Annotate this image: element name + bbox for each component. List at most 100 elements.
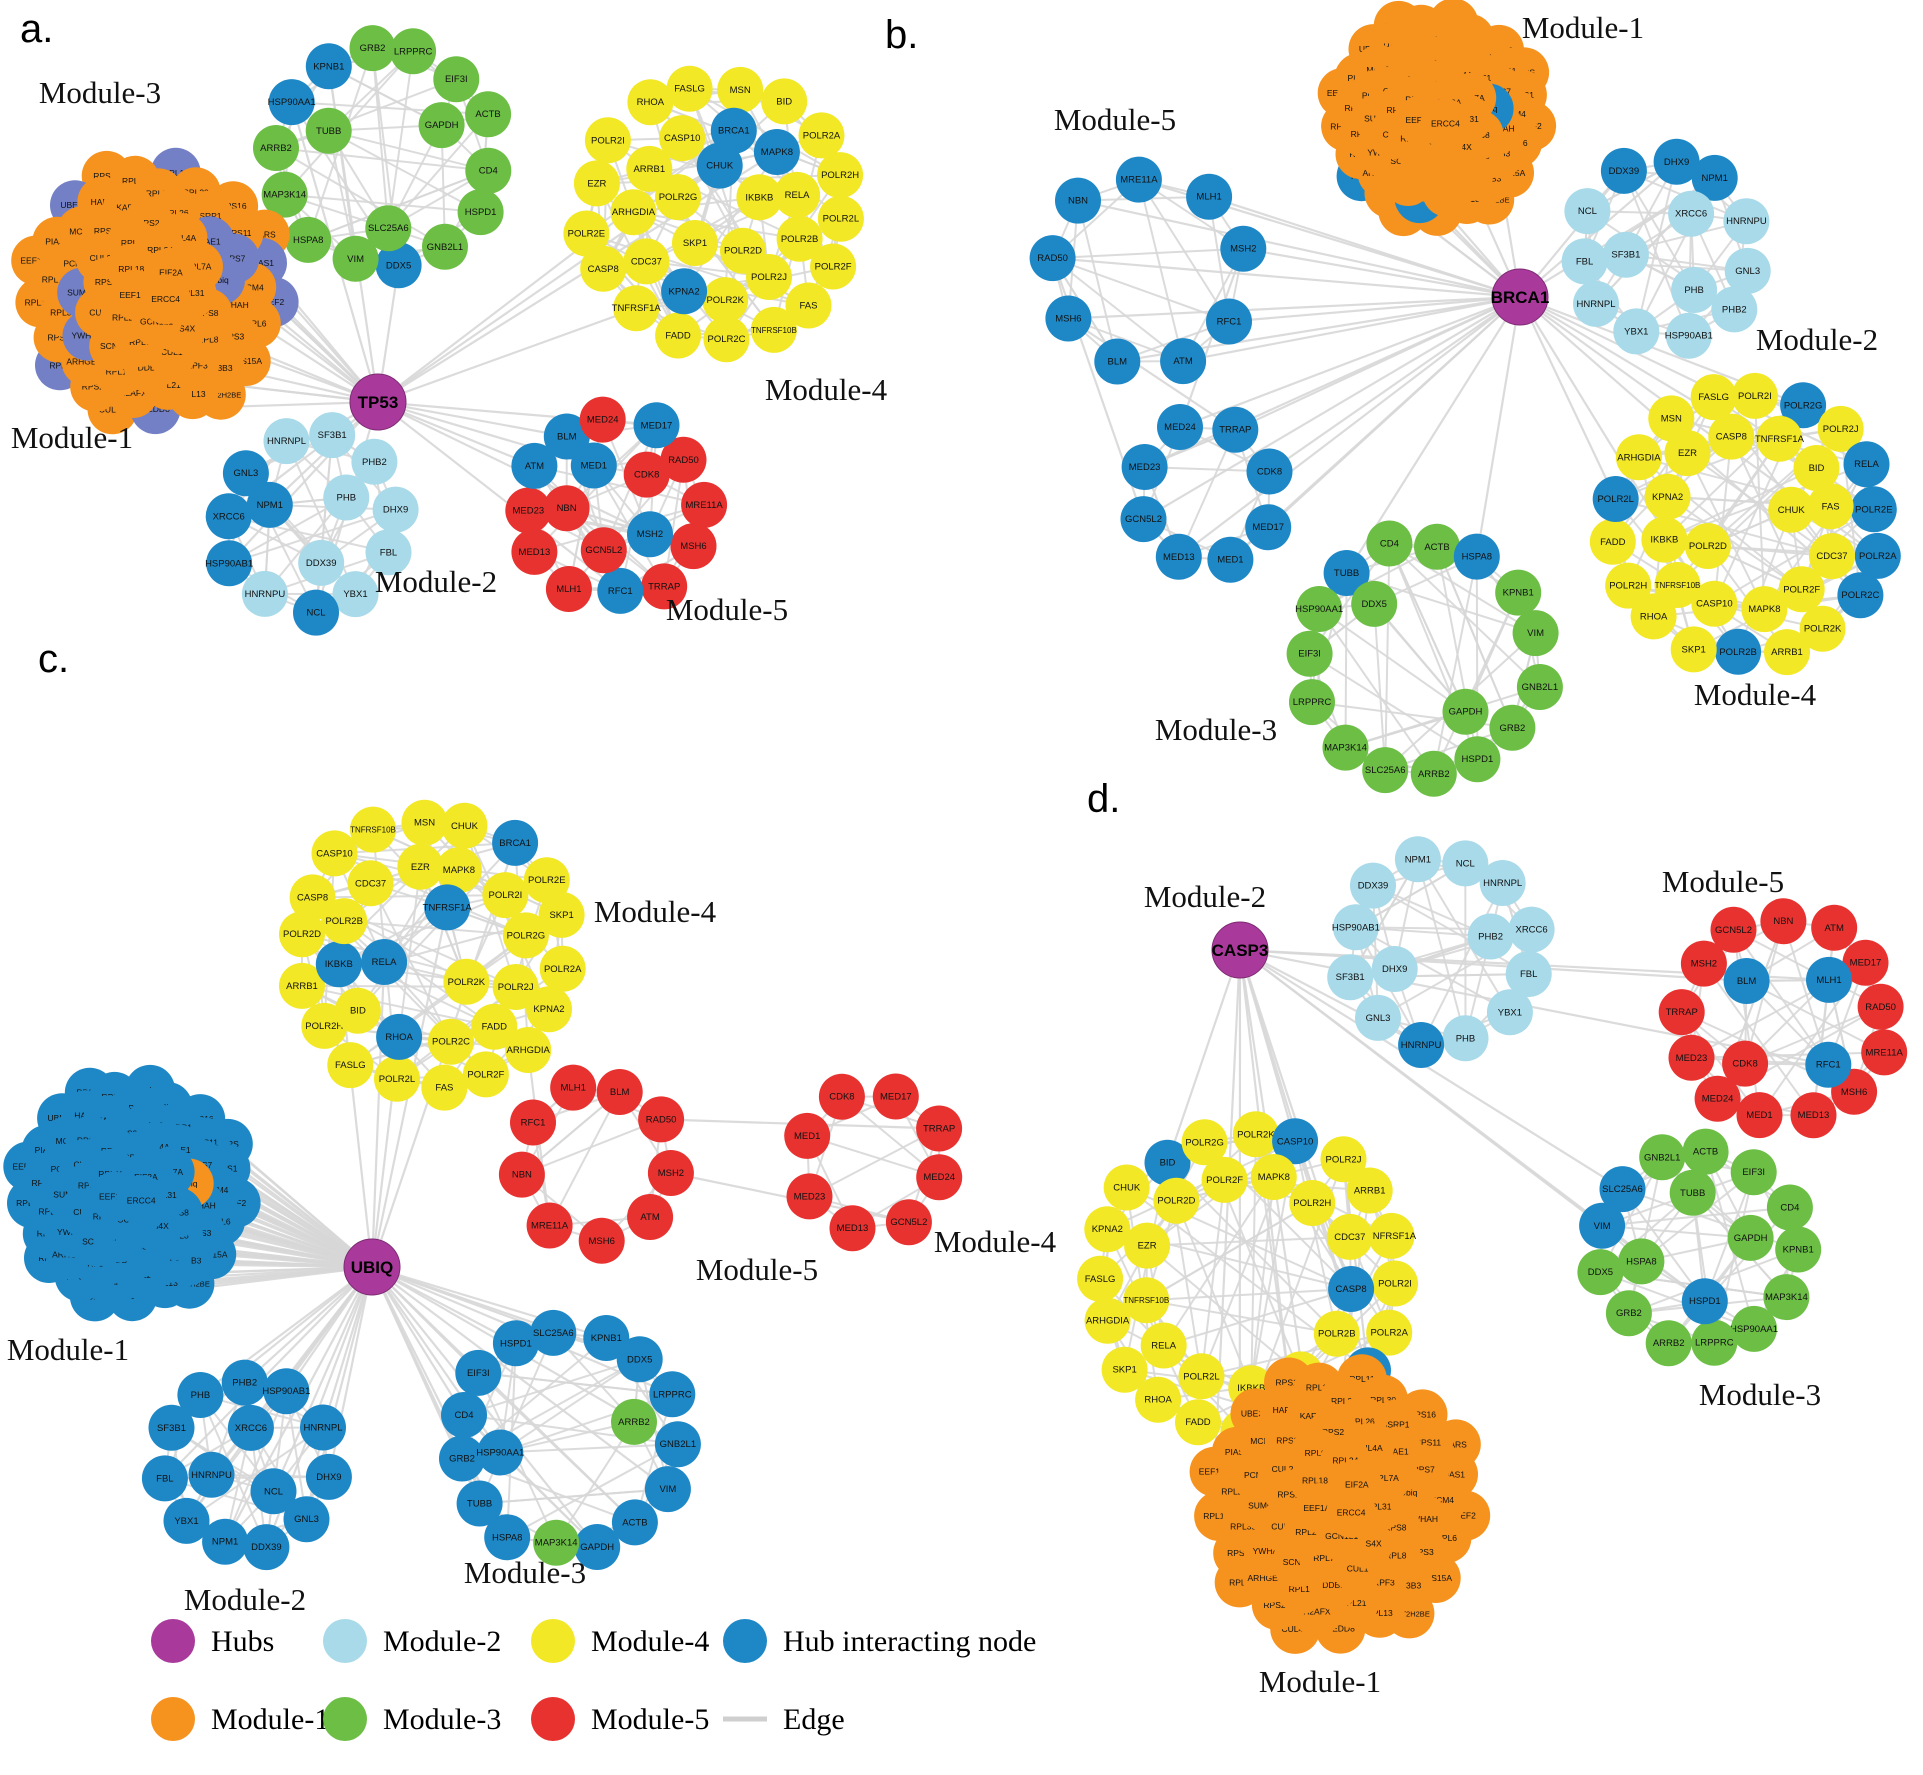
node-circle[interactable] [1723, 198, 1770, 245]
node-med23[interactable]: MED23 [505, 487, 552, 534]
node-mapk8[interactable]: MAPK8 [753, 129, 800, 175]
node-circle[interactable] [510, 1099, 556, 1146]
hub-circle[interactable] [343, 1238, 401, 1296]
node-arrb1[interactable]: ARRB1 [1764, 629, 1810, 676]
node-circle[interactable] [1600, 147, 1647, 194]
node-tnfrsf1a[interactable]: TNFRSF1A [1755, 415, 1805, 462]
node-sf3b1[interactable]: SF3B1 [148, 1404, 195, 1451]
node-circle[interactable] [443, 958, 490, 1005]
node-circle[interactable] [332, 235, 379, 282]
node-circle[interactable] [1398, 1022, 1445, 1068]
hub-ubiq[interactable]: UBIQ [343, 1238, 401, 1296]
node-grb2[interactable]: GRB2 [349, 25, 396, 72]
node-hnrnpl[interactable]: HNRNPL [1479, 860, 1526, 906]
node-circle[interactable] [1371, 946, 1418, 992]
node-ybx1[interactable]: YBX1 [1486, 989, 1533, 1036]
node-rhoa[interactable]: RHOA [1135, 1376, 1182, 1423]
node-circle[interactable] [511, 442, 558, 489]
node-circle[interactable] [563, 210, 610, 257]
node-med24[interactable]: MED24 [579, 396, 626, 443]
node-circle[interactable] [818, 1073, 865, 1120]
node-med23[interactable]: MED23 [786, 1173, 833, 1220]
node-circle[interactable] [1366, 520, 1413, 567]
node-rhoa[interactable]: RHOA [1630, 593, 1677, 640]
node-polr2k[interactable]: POLR2K [1799, 605, 1846, 652]
node-hspd1[interactable]: HSPD1 [457, 189, 504, 236]
node-circle[interactable] [1121, 444, 1168, 490]
node-polr2h[interactable]: POLR2H [817, 152, 864, 199]
node-med17[interactable]: MED17 [1842, 939, 1889, 986]
node-circle[interactable] [471, 1003, 518, 1050]
node-ikbkb[interactable]: IKBKB [736, 174, 783, 221]
node-bid[interactable]: BID [761, 78, 808, 125]
node-circle[interactable] [397, 843, 444, 890]
node-circle[interactable] [1442, 688, 1489, 735]
node-circle[interactable] [611, 1398, 657, 1445]
node-trrap[interactable]: TRRAP [916, 1105, 963, 1152]
node-eif3i[interactable]: EIF3I [433, 56, 480, 103]
node-circle[interactable] [1246, 448, 1293, 495]
node-circle[interactable] [1842, 939, 1889, 986]
node-brca1[interactable]: BRCA1 [492, 819, 539, 866]
node-circle[interactable] [1780, 382, 1827, 429]
node-chuk[interactable]: CHUK [1103, 1164, 1150, 1211]
node-circle[interactable] [1175, 1399, 1221, 1446]
node-circle[interactable] [829, 1205, 876, 1252]
node-circle[interactable] [1289, 1180, 1336, 1226]
node-circle[interactable] [455, 1349, 502, 1396]
node-bid[interactable]: BID [1144, 1139, 1191, 1186]
node-circle[interactable] [1486, 989, 1533, 1036]
node-trrap[interactable]: TRRAP [1212, 406, 1259, 453]
node-hnrnpu[interactable]: HNRNPU [241, 570, 288, 617]
node-circle[interactable] [1212, 406, 1259, 453]
node-med24[interactable]: MED24 [1694, 1075, 1741, 1122]
node-ercc4[interactable]: ERCC4 [1420, 98, 1471, 149]
node-atm[interactable]: ATM [1160, 338, 1207, 385]
node-phb2[interactable]: PHB2 [351, 438, 398, 485]
node-med13[interactable]: MED13 [1155, 533, 1202, 580]
hub-casp3[interactable]: CASP3 [1211, 921, 1269, 979]
node-nbn[interactable]: NBN [498, 1151, 545, 1198]
node-slc25a6[interactable]: SLC25A6 [1599, 1166, 1646, 1213]
node-kpnb1[interactable]: KPNB1 [305, 43, 352, 90]
node-msh6[interactable]: MSH6 [670, 523, 717, 570]
node-circle[interactable] [1579, 1202, 1626, 1249]
node-polr2e[interactable]: POLR2E [563, 210, 610, 257]
node-ercc4[interactable]: ERCC4 [116, 1175, 167, 1226]
node-xrcc6[interactable]: XRCC6 [1668, 190, 1715, 237]
node-med24[interactable]: MED24 [1157, 404, 1203, 450]
node-circle[interactable] [720, 227, 766, 274]
node-circle[interactable] [1691, 1319, 1738, 1366]
hub-tp53[interactable]: TP53 [349, 373, 407, 431]
node-circle[interactable] [424, 884, 471, 931]
node-circle[interactable] [1323, 550, 1370, 596]
node-arhgdia[interactable]: ARHGDIA [505, 1027, 552, 1073]
node-circle[interactable] [462, 1051, 509, 1098]
node-circle[interactable] [1508, 906, 1555, 953]
node-circle[interactable] [1592, 476, 1639, 522]
node-circle[interactable] [1332, 904, 1379, 951]
node-circle[interactable] [347, 860, 394, 907]
node-circle[interactable] [323, 474, 370, 521]
node-circle[interactable] [1351, 580, 1398, 627]
node-gnl3[interactable]: GNL3 [222, 450, 269, 497]
node-hnrnpu[interactable]: HNRNPU [1723, 198, 1770, 245]
node-circle[interactable] [289, 874, 336, 921]
node-phb2[interactable]: PHB2 [1711, 286, 1758, 333]
node-npm1[interactable]: NPM1 [1691, 154, 1738, 201]
node-cdc37[interactable]: CDC37 [347, 860, 394, 907]
node-tnfrsf10b[interactable]: TNFRSF10B [750, 306, 797, 353]
node-circle[interactable] [1232, 1111, 1279, 1158]
node-sf3b1[interactable]: SF3B1 [1327, 954, 1374, 1001]
node-rad50[interactable]: RAD50 [1029, 235, 1076, 282]
node-circle[interactable] [1766, 1184, 1813, 1231]
node-circle[interactable] [916, 1154, 963, 1201]
node-dhx9[interactable]: DHX9 [1653, 138, 1700, 185]
node-circle[interactable] [1512, 610, 1559, 657]
node-polr2l[interactable]: POLR2L [817, 195, 864, 242]
node-msh6[interactable]: MSH6 [1045, 295, 1092, 342]
node-skp1[interactable]: SKP1 [538, 891, 585, 938]
node-circle[interactable] [1495, 569, 1542, 616]
node-circle[interactable] [810, 243, 857, 290]
node-med17[interactable]: MED17 [872, 1073, 919, 1120]
